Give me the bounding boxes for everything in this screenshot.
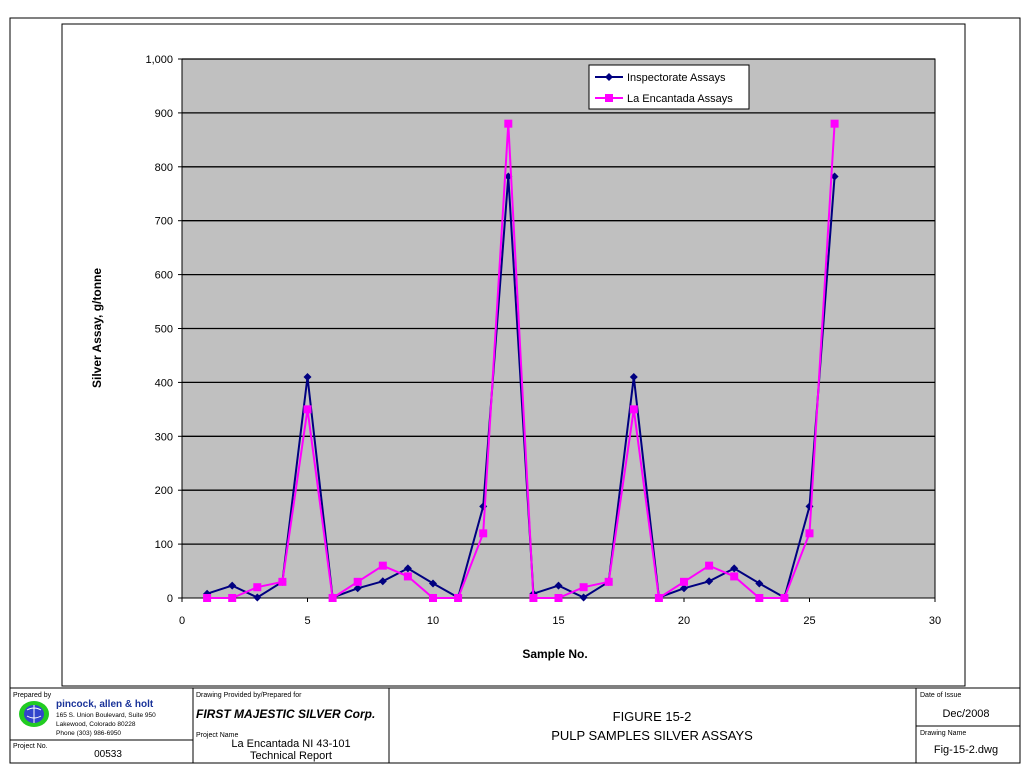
y-tick-label: 900 — [155, 108, 173, 120]
data-point-la-encantada-assays — [579, 583, 588, 592]
data-point-la-encantada-assays — [479, 529, 488, 538]
series-line-la-encantada-assays — [207, 123, 836, 600]
x-tick-label: 25 — [803, 615, 815, 627]
data-point-la-encantada-assays — [353, 577, 362, 586]
date-of-issue-label: Date of Issue — [920, 692, 961, 699]
data-point-la-encantada-assays — [303, 405, 312, 414]
series-line-inspectorate-assays — [206, 176, 836, 599]
y-tick-label: 800 — [155, 162, 173, 174]
data-point-la-encantada-assays — [830, 119, 839, 128]
project-name-line2: Technical Report — [250, 750, 332, 762]
data-point-inspectorate-assays — [554, 581, 563, 590]
y-tick-label: 200 — [155, 485, 173, 497]
data-point-inspectorate-assays — [378, 577, 387, 586]
data-point-la-encantada-assays — [554, 594, 563, 602]
y-axis-title: Silver Assay, g/tonne — [90, 268, 104, 388]
x-tick-label: 10 — [427, 615, 439, 627]
data-point-la-encantada-assays — [680, 577, 688, 586]
drawing-name-label: Drawing Name — [920, 730, 966, 737]
data-point-la-encantada-assays — [629, 405, 638, 414]
data-point-la-encantada-assays — [228, 594, 237, 602]
data-point-inspectorate-assays — [228, 581, 237, 590]
y-tick-label: 500 — [155, 324, 173, 336]
company-logo — [19, 701, 49, 727]
data-point-inspectorate-assays — [403, 564, 412, 573]
company-address-2: Lakewood, Colorado 80228 — [56, 721, 136, 728]
data-point-inspectorate-assays — [705, 577, 714, 586]
series-layer — [203, 119, 839, 602]
y-axis-ticks: 0 100 200 300 400 500 600 700 800 900 1,000 — [145, 54, 182, 605]
data-point-inspectorate-assays — [755, 579, 764, 588]
x-axis-title: Sample No. — [522, 647, 587, 661]
legend-marker-inspectorate — [605, 73, 613, 81]
y-tick-label: 700 — [155, 216, 173, 228]
company-name: pincock, allen & holt — [56, 699, 154, 710]
y-tick-label: 0 — [167, 593, 173, 605]
data-point-la-encantada-assays — [730, 572, 739, 581]
data-point-la-encantada-assays — [805, 529, 814, 538]
y-tick-label: 1,000 — [145, 54, 173, 66]
data-point-inspectorate-assays — [830, 172, 839, 181]
data-point-la-encantada-assays — [278, 577, 287, 586]
data-point-la-encantada-assays — [705, 561, 714, 570]
title-block: Prepared by pincock, allen & holt 165 S.… — [10, 687, 1020, 763]
data-point-la-encantada-assays — [253, 583, 262, 592]
y-tick-label: 400 — [155, 377, 173, 389]
data-point-la-encantada-assays — [429, 594, 437, 602]
client-name: FIRST MAJESTIC SILVER Corp. — [196, 707, 375, 721]
x-tick-label: 0 — [179, 615, 185, 627]
logo-globe-lines — [26, 705, 42, 723]
data-point-inspectorate-assays — [579, 593, 588, 602]
project-no: 00533 — [94, 749, 122, 760]
legend-box — [588, 64, 750, 110]
gridlines — [182, 58, 935, 545]
project-name-label: Project Name — [196, 732, 239, 739]
drawing-provided-label: Drawing Provided by/Prepared for — [196, 692, 302, 699]
y-tick-label: 100 — [155, 539, 173, 551]
legend-label-la-encantada: La Encantada Assays — [627, 93, 733, 105]
y-tick-label: 300 — [155, 431, 173, 443]
y-tick-label: 600 — [155, 270, 173, 282]
x-tick-label: 5 — [304, 615, 310, 627]
data-point-inspectorate-assays — [429, 579, 437, 588]
data-point-la-encantada-assays — [203, 594, 212, 602]
data-point-la-encantada-assays — [328, 594, 337, 602]
data-point-la-encantada-assays — [755, 594, 764, 602]
legend-label-inspectorate: Inspectorate Assays — [627, 72, 726, 84]
x-tick-label: 15 — [552, 615, 564, 627]
data-point-la-encantada-assays — [403, 572, 412, 581]
data-point-inspectorate-assays — [680, 584, 688, 593]
figure-number: FIGURE 15-2 — [613, 709, 692, 724]
company-address-1: 165 S. Union Boulevard, Suite 950 — [56, 712, 156, 719]
company-phone: Phone (303) 986-6950 — [56, 730, 121, 737]
data-point-inspectorate-assays — [353, 584, 362, 593]
legend: Inspectorate Assays La Encantada Assays — [588, 64, 750, 110]
data-point-la-encantada-assays — [454, 594, 463, 602]
data-point-inspectorate-assays — [629, 373, 638, 382]
data-point-la-encantada-assays — [604, 577, 613, 586]
data-point-la-encantada-assays — [504, 119, 513, 128]
data-point-inspectorate-assays — [730, 564, 739, 573]
project-name-line1: La Encantada NI 43-101 — [231, 738, 350, 750]
data-point-la-encantada-assays — [529, 594, 538, 602]
x-axis-ticks: 0 5 10 15 20 25 30 — [179, 598, 941, 627]
prepared-by-label: Prepared by — [13, 692, 52, 699]
data-point-la-encantada-assays — [654, 594, 663, 602]
legend-marker-la-encantada — [605, 94, 613, 102]
x-tick-label: 30 — [929, 615, 941, 627]
figure-title: PULP SAMPLES SILVER ASSAYS — [551, 728, 753, 743]
x-tick-label: 20 — [678, 615, 690, 627]
drawing-name: Fig-15-2.dwg — [934, 744, 998, 756]
data-point-inspectorate-assays — [253, 593, 262, 602]
data-point-la-encantada-assays — [780, 594, 789, 602]
project-no-label: Project No. — [13, 743, 48, 750]
data-point-inspectorate-assays — [303, 373, 312, 382]
date-of-issue: Dec/2008 — [942, 708, 989, 720]
data-point-la-encantada-assays — [378, 561, 387, 570]
